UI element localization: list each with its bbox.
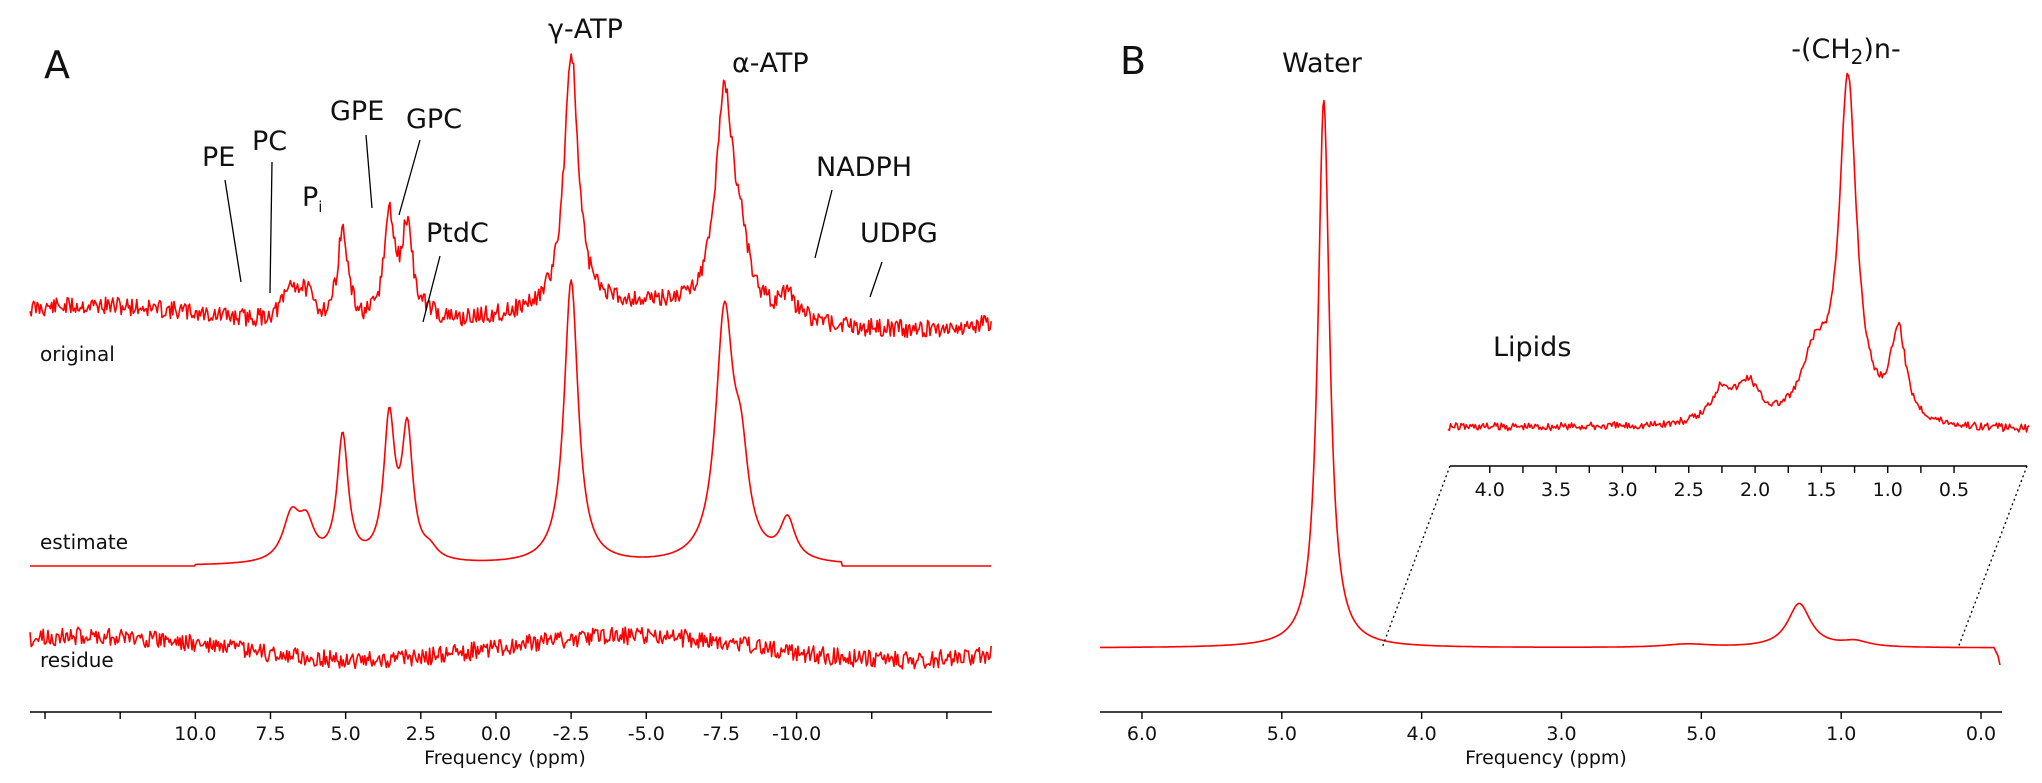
leader-gpc xyxy=(398,139,421,216)
trace-label-original: original xyxy=(40,342,115,366)
panel-b: Water -(CH2)n- Lipids 4.0 3.5 3.0 2.5 2.0 1.5… xyxy=(1100,34,2030,769)
x-tick-label-b: 5.0 xyxy=(1267,723,1297,745)
leader-nadph xyxy=(814,189,833,259)
peak-label-water: Water xyxy=(1282,48,1363,79)
x-axis-label-a: Frequency (ppm) xyxy=(424,747,586,769)
peak-label-ptdc: PtdC xyxy=(426,218,489,249)
peak-label-ch2-main: -(CH xyxy=(1791,34,1850,65)
peak-label-ch2-tail: )n- xyxy=(1863,34,1900,65)
peak-label-pc: PC xyxy=(252,126,287,157)
inset-x-tick-label: 0.5 xyxy=(1939,479,1969,501)
peak-label-alpha-atp: α-ATP xyxy=(732,48,809,79)
inset-x-ticks: 4.0 3.5 3.0 2.5 2.0 1.5 1.0 0.5 xyxy=(1475,466,1969,501)
zoom-guide-left xyxy=(1381,465,1451,649)
peak-label-pi-sub: i xyxy=(318,198,322,216)
x-tick-label-a: 0.0 xyxy=(481,723,511,745)
inset-x-tick-label: 4.0 xyxy=(1475,479,1505,501)
peak-label-pe: PE xyxy=(202,142,235,173)
inset-x-tick-label: 1.0 xyxy=(1873,479,1903,501)
leader-pc xyxy=(269,161,273,294)
x-tick-label-a: -10.0 xyxy=(772,723,821,745)
x-ticks-b: 6.0 5.0 4.0 3.0 5.0 1.0 0.0 xyxy=(1127,712,1996,745)
inset-x-tick-label: 2.5 xyxy=(1674,479,1704,501)
x-tick-label-a: -5.0 xyxy=(628,723,665,745)
peak-label-gpe: GPE xyxy=(330,96,384,127)
x-tick-label-b: 4.0 xyxy=(1407,723,1437,745)
spectrum-original xyxy=(29,53,992,339)
trace-label-estimate: estimate xyxy=(40,530,128,554)
panel-label-b: B xyxy=(1120,39,1146,83)
inset-x-tick-label: 3.0 xyxy=(1607,479,1637,501)
leader-pe xyxy=(224,179,242,283)
inset-x-tick-label: 3.5 xyxy=(1541,479,1571,501)
x-tick-label-a: 10.0 xyxy=(174,723,216,745)
label-lipids: Lipids xyxy=(1493,332,1571,363)
panel-label-a: A xyxy=(44,43,70,87)
trace-label-residue: residue xyxy=(40,648,114,672)
leader-ptdc xyxy=(422,255,441,323)
x-tick-label-b: 0.0 xyxy=(1966,723,1996,745)
leader-gpe xyxy=(365,134,373,209)
x-tick-label-b: 1.0 xyxy=(1826,723,1856,745)
peak-label-pi-main: P xyxy=(302,182,318,213)
peak-label-nadph: NADPH xyxy=(816,152,912,183)
panel-a: original estimate residue PE PC Pi GPE G… xyxy=(29,14,992,769)
spectrum-residue xyxy=(29,626,992,670)
peak-label-pi: Pi xyxy=(302,182,322,216)
x-tick-label-a: -7.5 xyxy=(703,723,740,745)
peak-label-ch2: -(CH2)n- xyxy=(1791,34,1901,69)
x-tick-label-b: 3.0 xyxy=(1546,723,1576,745)
x-tick-label-a: -2.5 xyxy=(553,723,590,745)
peak-label-ch2-sub: 2 xyxy=(1851,45,1864,69)
x-tick-label-b: 6.0 xyxy=(1127,723,1157,745)
spectrum-lipids-inset xyxy=(1447,72,2030,433)
x-tick-label-a: 2.5 xyxy=(406,723,436,745)
x-tick-label-b: 5.0 xyxy=(1686,723,1716,745)
inset-x-tick-label: 1.5 xyxy=(1806,479,1836,501)
inset-x-tick-label: 2.0 xyxy=(1740,479,1770,501)
peak-label-gamma-atp: γ-ATP xyxy=(548,14,623,45)
peak-label-udpg: UDPG xyxy=(860,218,938,249)
x-tick-label-a: 7.5 xyxy=(255,723,285,745)
x-axis-label-b: Frequency (ppm) xyxy=(1465,747,1627,769)
x-tick-label-a: 5.0 xyxy=(331,723,361,745)
spectrum-estimate xyxy=(30,279,992,567)
leader-udpg xyxy=(869,261,883,298)
spectrum-water xyxy=(1100,99,2001,666)
peak-label-gpc: GPC xyxy=(406,104,462,135)
x-ticks-a: 10.0 7.5 5.0 2.5 0.0 -2.5 -5.0 -7.5 -10.0 xyxy=(44,712,948,745)
